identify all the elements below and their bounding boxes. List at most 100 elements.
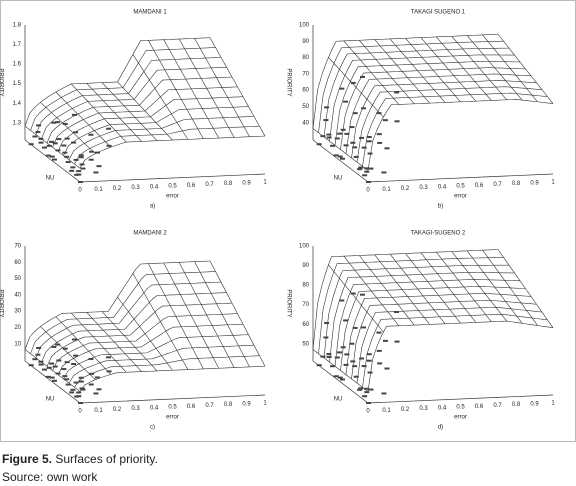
- point-cluster: [61, 144, 67, 147]
- y-tick-label: 1.6: [13, 62, 22, 68]
- point-cluster: [49, 376, 55, 379]
- point-cluster: [353, 155, 359, 158]
- point-cluster: [78, 376, 84, 379]
- surface-line: [345, 73, 532, 154]
- y-axis-label: PRIORITY: [0, 68, 3, 96]
- y-tick-label: 20: [14, 325, 21, 331]
- surface-line: [351, 80, 537, 158]
- point-cluster: [51, 158, 57, 161]
- surface-line: [46, 76, 233, 144]
- x-tick-label: 0.5: [168, 405, 177, 411]
- point-cluster: [349, 342, 355, 345]
- point-cluster: [71, 113, 77, 116]
- point-cluster: [326, 355, 332, 358]
- y-tick-label: 50: [14, 276, 21, 282]
- surface-line: [345, 292, 532, 375]
- point-cluster: [352, 112, 358, 115]
- point-cluster: [359, 136, 365, 139]
- point-cluster: [51, 121, 57, 124]
- point-cluster: [368, 167, 374, 170]
- surface-line: [340, 285, 526, 371]
- point-cluster: [357, 168, 363, 171]
- point-cluster: [362, 174, 368, 177]
- point-cluster: [361, 365, 367, 368]
- point-cluster: [394, 120, 400, 123]
- point-cluster: [55, 343, 61, 346]
- point-cluster: [344, 132, 350, 135]
- x-tick-label: 0.8: [512, 181, 521, 187]
- point-cluster: [62, 122, 68, 125]
- point-cluster: [366, 359, 372, 362]
- point-cluster: [344, 353, 350, 356]
- x-tick-label: 0.6: [187, 183, 196, 189]
- x-tick-label: 0.4: [150, 405, 159, 411]
- point-cluster: [366, 136, 372, 139]
- point-cluster: [337, 376, 343, 379]
- panel-title: TAKAGI SUGENO 1: [411, 10, 466, 16]
- surface-line: [52, 313, 238, 371]
- surface-line: [68, 116, 255, 160]
- point-cluster: [337, 155, 343, 158]
- point-cluster: [359, 357, 365, 360]
- point-cluster: [324, 321, 330, 324]
- caption-label: Figure 5.: [2, 452, 53, 466]
- point-cluster: [64, 361, 70, 364]
- corner-label: NU: [334, 397, 343, 403]
- point-cluster: [362, 395, 368, 398]
- point-cluster: [35, 353, 41, 356]
- x-tick-label: 0.5: [456, 405, 465, 411]
- x-axis-label: error: [454, 415, 467, 421]
- point-cluster: [64, 137, 70, 140]
- panel-title: TAKAGI-SUGENO 2: [411, 231, 466, 237]
- y-tick-label: 1.4: [13, 101, 22, 107]
- point-cluster: [337, 351, 343, 354]
- point-cluster: [70, 388, 76, 391]
- point-cluster: [32, 358, 38, 361]
- y-axis-label: PRIORITY: [285, 289, 291, 317]
- point-cluster: [377, 141, 383, 144]
- panel-title: MAMDANI 1: [133, 10, 167, 16]
- point-cluster: [49, 155, 55, 158]
- point-cluster: [358, 387, 364, 390]
- x-tick-label: 0.4: [438, 405, 447, 411]
- surface-line: [312, 33, 499, 129]
- point-cluster: [333, 375, 339, 378]
- x-tick-label: 0.2: [401, 186, 410, 192]
- point-cluster: [366, 140, 372, 143]
- point-cluster: [71, 338, 77, 341]
- point-cluster: [320, 355, 326, 358]
- point-cluster: [337, 132, 343, 135]
- point-cluster: [358, 166, 364, 169]
- y-tick-label: 10: [14, 341, 21, 347]
- x-tick-label: 0.3: [131, 185, 140, 191]
- point-cluster: [334, 356, 340, 359]
- point-cluster: [78, 156, 84, 159]
- surface-line: [24, 260, 211, 350]
- point-cluster: [106, 370, 112, 373]
- point-cluster: [384, 147, 390, 150]
- y-tick-label: 1.7: [13, 42, 22, 48]
- point-cluster: [38, 363, 44, 366]
- point-cluster: [76, 395, 82, 398]
- x-tick-label: 0.4: [150, 184, 159, 190]
- x-tick-label: 1: [551, 401, 555, 407]
- point-cluster: [78, 380, 84, 383]
- point-cluster: [52, 142, 58, 145]
- y-tick-label: 90: [302, 39, 309, 45]
- surface-line: [63, 106, 249, 156]
- point-cluster: [76, 170, 82, 173]
- x-axis: [79, 394, 266, 404]
- point-cluster: [88, 358, 94, 361]
- caption-text: Surfaces of priority.: [55, 452, 158, 466]
- point-cluster: [56, 359, 62, 362]
- point-cluster: [94, 151, 100, 154]
- point-cluster: [364, 391, 370, 394]
- x-tick-label: 1: [551, 180, 555, 186]
- surface-line: [30, 47, 216, 131]
- point-cluster: [52, 365, 58, 368]
- point-cluster: [49, 140, 55, 143]
- x-tick-label: 0.9: [530, 401, 539, 407]
- point-cluster: [350, 141, 356, 144]
- point-cluster: [316, 364, 322, 367]
